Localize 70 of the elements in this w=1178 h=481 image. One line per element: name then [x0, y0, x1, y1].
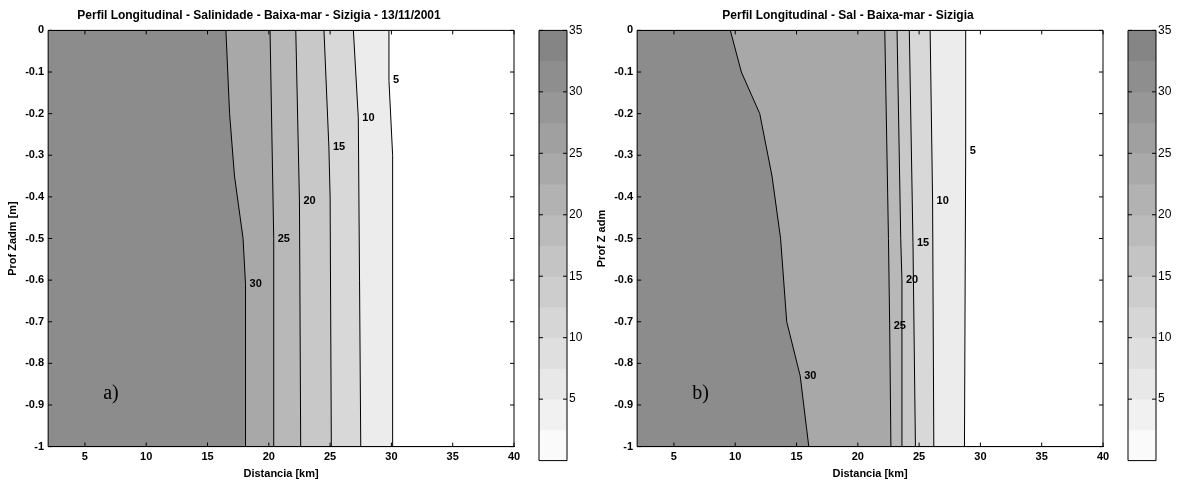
x-tick-label: 25: [912, 450, 926, 463]
color-bar-label: 15: [569, 268, 583, 283]
y-tick-label: -0.6: [25, 273, 45, 286]
x-tick-label: 5: [81, 450, 88, 463]
x-tick-label: 30: [385, 450, 398, 463]
x-tick-label: 10: [729, 450, 742, 463]
x-tick-label: 15: [790, 450, 803, 463]
y-tick-label: -0.4: [25, 189, 46, 202]
color-bar-label: 30: [569, 84, 583, 99]
y-tick-label: -0.2: [614, 106, 634, 119]
color-bar-label: 35: [569, 22, 583, 37]
color-bar-label: 10: [1158, 330, 1172, 344]
annotation: 10: [936, 194, 949, 207]
x-axis-title: Distancia [km]: [832, 467, 908, 480]
x-tick-label: 35: [446, 450, 459, 463]
annotation: 5: [969, 144, 976, 157]
annotation: 15: [332, 139, 346, 152]
y-tick-label: -0.8: [25, 356, 45, 369]
y-tick-label: -1: [623, 439, 634, 452]
annotation: 10: [362, 110, 375, 123]
x-tick-label: 20: [851, 450, 864, 463]
y-tick-label: -0.8: [614, 356, 634, 369]
x-tick-label: 20: [262, 450, 275, 463]
annotation: 30: [804, 368, 817, 381]
color-bar-label: 20: [569, 207, 583, 222]
y-tick-label: -1: [34, 439, 45, 452]
x-tick-label: 10: [140, 450, 153, 463]
color-bar-label: 20: [1158, 207, 1172, 222]
x-tick-label: 5: [670, 450, 677, 463]
y-tick-label: -0.2: [25, 106, 45, 119]
chart-title: Perfil Longitudinal - Sal - Baixa-mar - Sizigia: [722, 7, 975, 22]
color-bar-label: 15: [1158, 268, 1172, 283]
x-tick-label: 15: [201, 450, 214, 463]
y-tick-label: -0.3: [614, 148, 634, 161]
x-axis-title: Distancia [km]: [243, 467, 319, 480]
color-bar-label: 5: [1158, 391, 1165, 406]
y-tick-label: -0.9: [25, 398, 45, 411]
color-bar-label: 35: [1158, 22, 1172, 37]
y-tick-label: -0.3: [25, 148, 45, 161]
y-tick-label: -0.5: [614, 231, 634, 244]
y-tick-label: -0.1: [25, 65, 45, 78]
x-tick-label: 40: [507, 450, 521, 463]
y-tick-label: -0.6: [614, 273, 634, 286]
color-bar-label: 25: [569, 145, 583, 160]
annotation: b): [692, 380, 709, 404]
y-axis-title: Prof Zadm [m]: [5, 200, 18, 276]
y-tick-label: -0.7: [25, 314, 45, 327]
y-tick-label: -0.9: [614, 398, 634, 411]
x-tick-label: 25: [323, 450, 337, 463]
y-tick-label: -0.7: [614, 314, 634, 327]
annotation: a): [103, 380, 119, 404]
annotation: 30: [249, 277, 262, 290]
color-bar-label: 30: [1158, 84, 1172, 99]
y-tick-label: -0.4: [614, 189, 635, 202]
y-tick-label: -0.5: [25, 231, 45, 244]
y-tick-label: 0: [627, 23, 634, 36]
x-tick-label: 30: [974, 450, 987, 463]
annotation: 15: [916, 235, 930, 248]
annotation: 25: [277, 231, 290, 244]
y-axis-title: Prof Z adm: [594, 209, 607, 268]
x-tick-label: 40: [1096, 450, 1110, 463]
annotation: 5: [392, 73, 400, 86]
y-tick-label: -0.1: [614, 65, 634, 78]
chart-title: Perfil Longitudinal - Salinidade - Baixa-mar - Sizigia - 13/11/2001: [77, 7, 442, 22]
color-bar-label: 25: [1158, 145, 1172, 160]
annotation: 20: [303, 194, 316, 207]
color-bar-label: 10: [569, 330, 583, 344]
x-tick-label: 35: [1035, 450, 1048, 463]
color-bar-label: 5: [569, 391, 576, 406]
y-tick-label: 0: [38, 23, 45, 36]
